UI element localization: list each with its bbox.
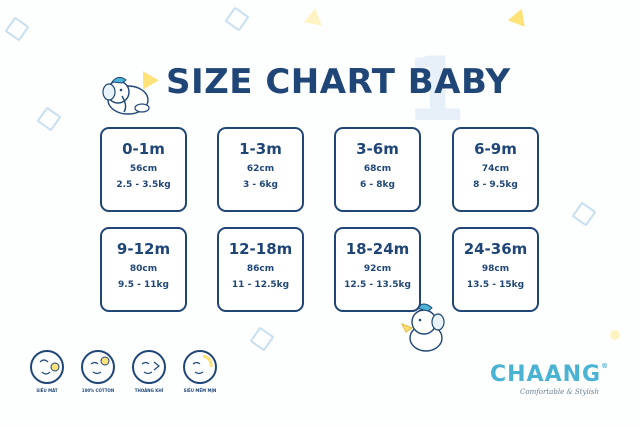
size-height: 80cm bbox=[129, 264, 158, 274]
feature-label: SIÊU MÁT bbox=[36, 388, 58, 393]
brand-name: CHAANG bbox=[490, 362, 602, 387]
brand-registered-mark: ® bbox=[601, 362, 610, 370]
feature-label: THOÁNG KHÍ bbox=[134, 388, 164, 393]
size-card-12-18m: 12-18m 86cm 11 - 12.5kg bbox=[217, 227, 304, 312]
size-card-18-24m: 18-24m 92cm 12.5 - 13.5kg bbox=[334, 227, 421, 312]
size-card-9-12m: 9-12m 80cm 9.5 - 11kg bbox=[100, 227, 187, 312]
size-card-24-36m: 24-36m 98cm 13.5 - 15kg bbox=[452, 227, 539, 312]
size-grid: 0-1m 56cm 2.5 - 3.5kg 1-3m 62cm 3 - 6kg … bbox=[100, 127, 542, 312]
size-weight: 11 - 12.5kg bbox=[231, 280, 290, 290]
decor-triangle-icon bbox=[507, 5, 531, 27]
breathable-face-icon bbox=[132, 350, 166, 384]
size-weight: 8 - 9.5kg bbox=[473, 180, 518, 190]
feature-label: 100% COTTON bbox=[81, 388, 115, 393]
size-weight: 3 - 6kg bbox=[243, 180, 278, 190]
size-age: 1-3m bbox=[239, 140, 282, 158]
size-height: 62cm bbox=[246, 164, 275, 174]
decor-square-icon bbox=[4, 16, 30, 42]
feature-cool: SIÊU MÁT bbox=[28, 350, 66, 393]
size-age: 3-6m bbox=[356, 140, 399, 158]
decor-square-icon bbox=[571, 201, 597, 227]
size-height: 68cm bbox=[363, 164, 392, 174]
cotton-face-icon bbox=[81, 350, 115, 384]
feature-label: SIÊU MỀM MỊN bbox=[183, 388, 217, 393]
size-age: 18-24m bbox=[345, 240, 410, 258]
feature-cotton: 100% COTTON bbox=[79, 350, 117, 393]
elephant-mascot-icon bbox=[102, 76, 150, 115]
size-age: 12-18m bbox=[228, 240, 293, 258]
brand-logo: CHAANG® Comfortable & Stylish bbox=[490, 362, 620, 396]
decor-square-icon bbox=[36, 106, 62, 132]
size-card-1-3m: 1-3m 62cm 3 - 6kg bbox=[217, 127, 304, 212]
size-card-3-6m: 3-6m 68cm 6 - 8kg bbox=[334, 127, 421, 212]
size-age: 6-9m bbox=[474, 140, 517, 158]
decor-dot-icon bbox=[610, 330, 620, 340]
size-card-6-9m: 6-9m 74cm 8 - 9.5kg bbox=[452, 127, 539, 212]
size-age: 0-1m bbox=[122, 140, 165, 158]
feature-soft: SIÊU MỀM MỊN bbox=[181, 350, 219, 393]
size-age: 9-12m bbox=[116, 240, 171, 258]
decor-square-icon bbox=[224, 6, 250, 32]
decor-triangle-icon bbox=[303, 6, 325, 26]
size-weight: 9.5 - 11kg bbox=[118, 280, 169, 290]
size-weight: 6 - 8kg bbox=[360, 180, 395, 190]
size-weight: 13.5 - 15kg bbox=[466, 280, 525, 290]
size-height: 86cm bbox=[246, 264, 275, 274]
size-height: 56cm bbox=[129, 164, 158, 174]
brand-tagline: Comfortable & Stylish bbox=[520, 388, 600, 396]
page-title: SIZE CHART BABY bbox=[166, 62, 511, 102]
size-weight: 2.5 - 3.5kg bbox=[116, 180, 171, 190]
feature-breathable: THOÁNG KHÍ bbox=[130, 350, 168, 393]
size-weight: 12.5 - 13.5kg bbox=[344, 280, 411, 290]
size-card-0-1m: 0-1m 56cm 2.5 - 3.5kg bbox=[100, 127, 187, 212]
size-height: 98cm bbox=[481, 264, 510, 274]
soft-face-icon bbox=[183, 350, 217, 384]
elephant-mascot-icon bbox=[400, 303, 445, 352]
size-height: 74cm bbox=[481, 164, 510, 174]
size-height: 92cm bbox=[363, 264, 392, 274]
decor-square-icon bbox=[249, 326, 275, 352]
cool-face-icon bbox=[30, 350, 64, 384]
decor-digit-one: 1 bbox=[405, 38, 467, 141]
size-age: 24-36m bbox=[463, 240, 528, 258]
